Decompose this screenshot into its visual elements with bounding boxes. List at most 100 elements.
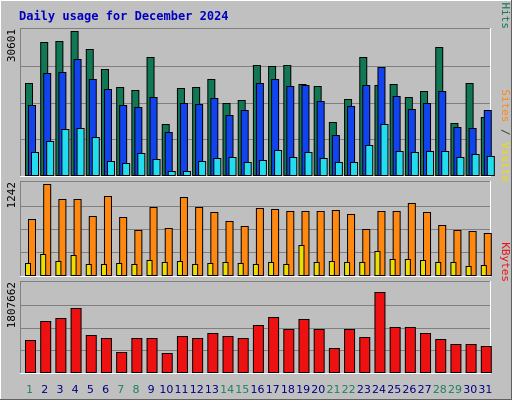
- pages-bar: [228, 157, 237, 176]
- kbytes-bar: [252, 325, 264, 373]
- sites-bar: [301, 211, 310, 276]
- kbytes-bar: [55, 318, 67, 373]
- pages-bar: [182, 171, 191, 176]
- pages-bar: [152, 159, 161, 176]
- pages-bar: [243, 162, 252, 176]
- x-tick-label: 10: [159, 383, 173, 396]
- visits-bar: [252, 264, 259, 276]
- visits-bar: [420, 260, 427, 276]
- x-tick-label: 31: [478, 383, 492, 396]
- series-label-part: /: [499, 0, 512, 3]
- visits-bar: [313, 262, 320, 276]
- kbytes-bar: [389, 327, 401, 373]
- sites-bar: [195, 207, 204, 276]
- x-tick-label: 20: [311, 383, 325, 396]
- sites-bar: [103, 196, 112, 276]
- kbytes-bar: [222, 336, 234, 373]
- pages-bar: [410, 152, 419, 176]
- x-tick-label: 30: [463, 383, 477, 396]
- x-tick-label: 29: [448, 383, 462, 396]
- series-label-part: Sites: [499, 89, 512, 122]
- kbytes-bar: [374, 292, 386, 373]
- sites-bar: [73, 199, 82, 276]
- pages-bar: [319, 158, 328, 176]
- pages-bar: [456, 157, 465, 176]
- visits-bar: [161, 262, 168, 276]
- pages-bar: [31, 152, 39, 176]
- visits-bar: [55, 261, 62, 276]
- kbytes-bar: [176, 336, 188, 373]
- x-tick-label: 3: [56, 383, 63, 396]
- pages-bar: [350, 162, 359, 176]
- visits-bar: [192, 264, 199, 276]
- pages-bar: [61, 129, 70, 176]
- kbytes-bar: [344, 329, 356, 373]
- sites-bar: [210, 212, 219, 276]
- visits-bar: [222, 262, 229, 276]
- x-tick-label: 25: [387, 383, 401, 396]
- pages-bar: [395, 151, 404, 176]
- kbytes-bar: [237, 338, 249, 373]
- series-label-part: KBytes: [499, 242, 512, 282]
- pages-bar: [304, 152, 313, 176]
- pages-bar: [334, 162, 343, 176]
- files-bar: [179, 103, 188, 176]
- sites-bar: [28, 219, 36, 276]
- x-tick-label: 26: [402, 383, 416, 396]
- x-tick-label: 28: [433, 383, 447, 396]
- kbytes-bar: [146, 338, 158, 373]
- visits-bar: [207, 263, 214, 276]
- x-tick-label: 17: [266, 383, 280, 396]
- x-tick-label: 9: [148, 383, 155, 396]
- visits-bar: [359, 262, 366, 276]
- sites-bar: [43, 184, 52, 276]
- sites-bar: [88, 216, 97, 276]
- sites-bar: [331, 210, 340, 276]
- kbytes-bar: [40, 321, 52, 373]
- y-max-label: 30601: [5, 29, 18, 62]
- sites-bar: [286, 211, 295, 276]
- visits-bar: [268, 262, 275, 276]
- sites-bar: [423, 212, 432, 276]
- visits-bar: [176, 261, 183, 276]
- visits-bar: [298, 245, 305, 276]
- series-label-part: /: [499, 122, 512, 142]
- x-tick-label: 6: [102, 383, 109, 396]
- pages-bar: [426, 151, 435, 176]
- kbytes-bar: [207, 333, 219, 373]
- kbytes-bar: [450, 344, 462, 373]
- pages-bar: [106, 161, 115, 176]
- sites-bar: [134, 230, 143, 276]
- pages-bar: [289, 157, 298, 176]
- pages-bar: [167, 171, 176, 176]
- sites-bar: [225, 221, 234, 276]
- x-tick-label: 2: [41, 383, 48, 396]
- pages-bar: [46, 141, 55, 176]
- kbytes-bar: [435, 339, 447, 373]
- kbytes-bar: [100, 338, 112, 373]
- pages-bar: [137, 153, 146, 176]
- panel-sites-visits: 1242 Sites / Visits: [5, 89, 512, 277]
- kbytes-bar: [465, 344, 477, 373]
- kbytes-bar: [192, 338, 204, 373]
- kbytes-bar: [283, 329, 295, 373]
- kbytes-bar: [131, 338, 143, 373]
- x-tick-label: 24: [372, 383, 386, 396]
- pages-bar: [198, 161, 207, 176]
- visits-bar: [465, 266, 472, 276]
- kbytes-bar: [116, 352, 128, 373]
- pages-bar: [471, 154, 480, 176]
- x-tick-label: 12: [190, 383, 204, 396]
- pages-bar: [213, 158, 222, 176]
- visits-bar: [70, 255, 77, 276]
- kbytes-bar: [85, 335, 97, 373]
- visits-bar: [480, 265, 487, 276]
- sites-bar: [468, 231, 477, 276]
- visits-bar: [374, 251, 381, 276]
- kbytes-bar: [420, 333, 432, 373]
- chart-title: Daily usage for December 2024: [19, 9, 229, 23]
- x-tick-label: 1: [26, 383, 33, 396]
- kbytes-bar: [161, 353, 173, 373]
- visits-bar: [450, 262, 457, 276]
- sites-bar: [483, 233, 492, 276]
